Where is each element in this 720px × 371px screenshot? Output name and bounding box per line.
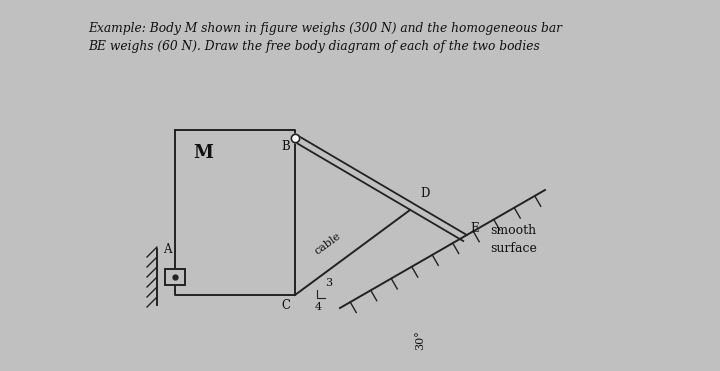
Text: D: D: [420, 187, 429, 200]
Text: B: B: [281, 140, 289, 153]
Text: Example: Body M shown in figure weighs (300 N) and the homogeneous bar: Example: Body M shown in figure weighs (…: [88, 22, 562, 35]
Text: E: E: [470, 222, 479, 235]
Bar: [165, 269, 185, 285]
Text: 4: 4: [315, 302, 322, 312]
Text: C: C: [281, 299, 290, 312]
Text: BE weighs (60 N). Draw the free body diagram of each of the two bodies: BE weighs (60 N). Draw the free body dia…: [88, 40, 540, 53]
Text: 3: 3: [325, 278, 332, 288]
Text: smooth: smooth: [490, 223, 536, 236]
Text: cable: cable: [312, 230, 343, 256]
Text: M: M: [193, 144, 213, 162]
Text: 30°: 30°: [415, 330, 425, 350]
Text: A: A: [163, 243, 171, 256]
Text: surface: surface: [490, 242, 537, 255]
